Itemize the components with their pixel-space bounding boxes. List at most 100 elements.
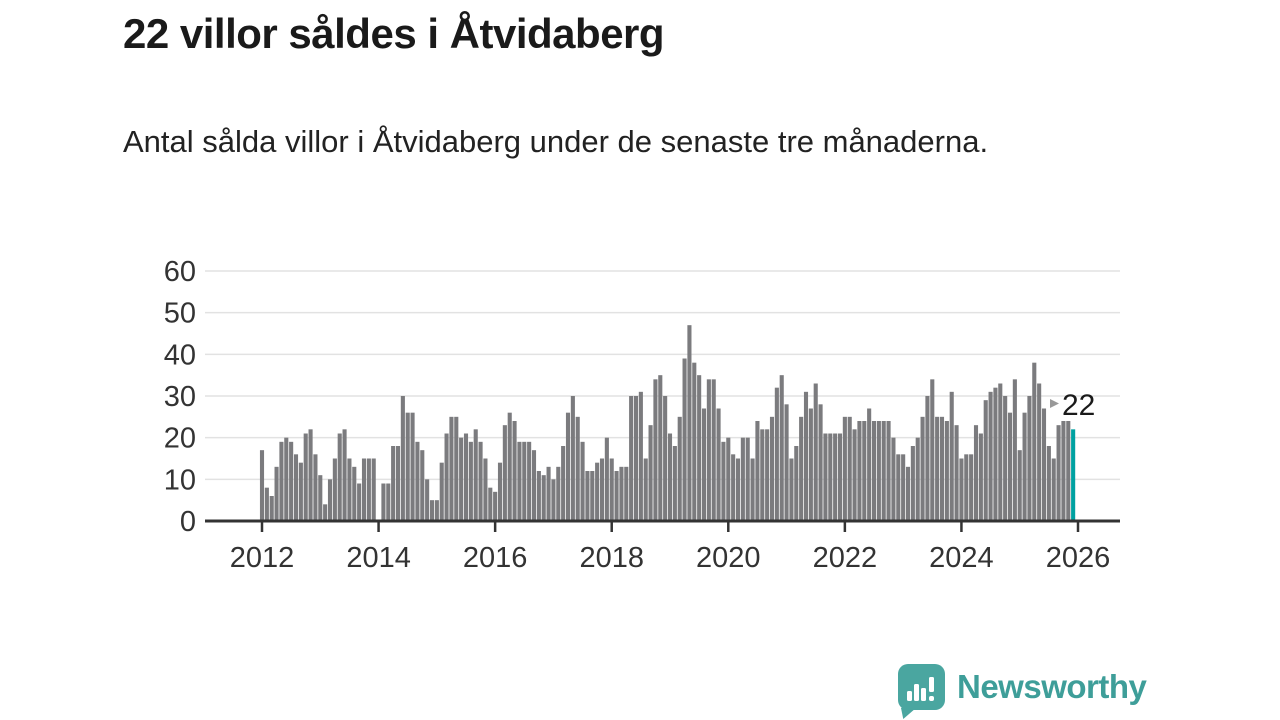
bar: [988, 391, 993, 521]
bar: [842, 416, 847, 521]
last-value-annotation: 22: [1050, 389, 1095, 422]
x-axis: 2012 2014 2016 2018 2020 2022 2024 2026: [230, 522, 1110, 574]
bar: [488, 487, 493, 521]
bar: [284, 437, 289, 521]
bar: [269, 496, 274, 521]
bar: [609, 458, 614, 521]
bar: [619, 466, 624, 521]
bar: [425, 479, 430, 521]
bar: [531, 450, 537, 521]
bar: [400, 396, 405, 521]
bar: [677, 416, 682, 521]
bar: [1041, 408, 1047, 521]
bar: [493, 491, 498, 521]
bar: [862, 421, 867, 521]
bar: [663, 396, 668, 521]
bar: [565, 412, 571, 521]
bar: [570, 396, 575, 521]
bar: [857, 421, 862, 521]
bar: [828, 433, 833, 521]
bar: [949, 391, 954, 521]
bar: [1017, 450, 1022, 521]
bar: [497, 462, 503, 521]
bar: [604, 437, 609, 521]
bar: [731, 454, 736, 521]
bar: [381, 483, 386, 521]
bar: [935, 416, 940, 521]
bar: [706, 379, 711, 521]
newsworthy-bubble-chart-icon: [898, 664, 945, 710]
bar: [740, 437, 745, 521]
bar: [371, 458, 376, 521]
bar: [760, 429, 765, 521]
bar: [546, 466, 551, 521]
bar: [692, 362, 697, 521]
page-title: 22 villor såldes i Åtvidaberg: [123, 10, 665, 57]
bar: [716, 408, 721, 521]
bar-series: [259, 325, 1076, 521]
bar: [711, 379, 716, 521]
bar: [808, 408, 813, 521]
bar: [624, 466, 629, 521]
y-tick-label: 30: [164, 381, 196, 413]
highlighted-bar: [1071, 429, 1076, 521]
bar: [643, 458, 648, 521]
bar: [925, 396, 930, 521]
x-tick-label: 2022: [813, 542, 878, 574]
bar: [1037, 383, 1042, 521]
bar: [420, 450, 425, 521]
bar: [658, 375, 663, 521]
y-tick-label: 10: [164, 464, 196, 496]
bar: [959, 458, 964, 521]
bar: [289, 441, 294, 521]
bar: [813, 383, 818, 521]
bar: [983, 400, 988, 521]
bar: [1061, 421, 1066, 521]
bar: [697, 375, 702, 521]
bar: [405, 412, 410, 521]
bar: [459, 437, 464, 521]
bar: [327, 479, 333, 521]
bar: [352, 466, 357, 521]
bar: [1012, 379, 1017, 521]
bar: [876, 421, 881, 521]
x-tick-label: 2024: [929, 542, 994, 574]
bar: [561, 446, 566, 521]
bar: [818, 404, 823, 521]
bar: [502, 425, 507, 521]
y-tick-label: 0: [180, 506, 196, 538]
bar: [313, 454, 318, 521]
bar: [527, 441, 532, 521]
bar: [799, 416, 804, 521]
bar: [837, 433, 843, 521]
bar: [395, 446, 401, 521]
y-tick-label: 40: [164, 339, 196, 371]
bar: [964, 454, 969, 521]
bar: [784, 404, 789, 521]
y-tick-label: 20: [164, 423, 196, 455]
bar: [891, 437, 896, 521]
bar: [318, 475, 323, 521]
bar: [638, 391, 643, 521]
bar: [852, 429, 857, 521]
bar: [454, 416, 459, 521]
bar: [726, 437, 731, 521]
bar: [774, 387, 779, 521]
bar: [463, 433, 469, 521]
bar: [779, 375, 784, 521]
chart-subtitle: Antal sålda villor i Åtvidaberg under de…: [123, 124, 989, 159]
bar: [886, 421, 891, 521]
bar: [667, 433, 673, 521]
newsworthy-logo[interactable]: Newsworthy: [898, 664, 1147, 710]
gridlines: [205, 270, 1120, 481]
bar: [361, 458, 367, 521]
bar: [1003, 396, 1008, 521]
bar: [478, 441, 483, 521]
bar: [298, 462, 303, 521]
bar: [633, 396, 639, 521]
bar: [410, 412, 415, 521]
bar: [629, 396, 634, 521]
bar: [944, 421, 949, 521]
